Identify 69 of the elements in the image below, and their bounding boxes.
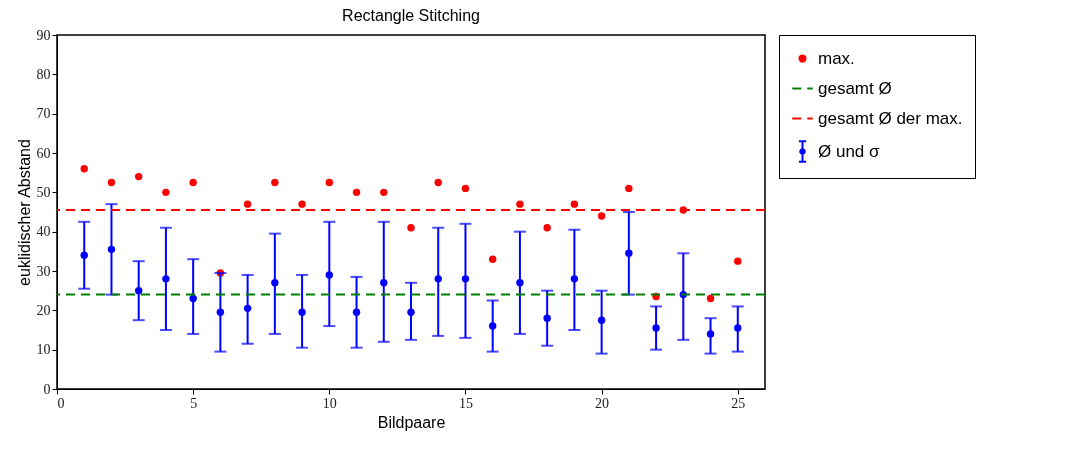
point — [352, 188, 361, 197]
point — [380, 279, 388, 287]
point — [706, 330, 715, 338]
point — [570, 275, 579, 283]
y-tick-label: 60 — [36, 145, 51, 161]
point — [134, 286, 143, 295]
y-tick-label: 40 — [36, 224, 51, 240]
x-tick-label: 5 — [190, 395, 198, 411]
point — [162, 188, 170, 197]
legend-label: max. — [818, 48, 855, 68]
point — [80, 165, 88, 173]
point — [298, 200, 306, 208]
point — [652, 324, 660, 332]
point — [516, 279, 524, 287]
point — [189, 178, 197, 187]
point — [597, 212, 606, 220]
x-tick-label: 0 — [57, 395, 65, 411]
point — [407, 308, 415, 316]
point — [461, 184, 470, 193]
point — [325, 178, 334, 187]
point — [434, 178, 442, 187]
y-axis-title: euklidischer Abstand — [15, 139, 33, 286]
point — [380, 188, 388, 197]
y-tick-label: 30 — [36, 263, 51, 279]
point — [488, 255, 497, 263]
y-tick-label: 80 — [36, 66, 51, 82]
point — [162, 275, 170, 283]
point — [434, 275, 442, 283]
y-tick-label: 50 — [36, 184, 51, 200]
y-tick-label: 0 — [43, 381, 51, 397]
x-tick-label: 10 — [322, 395, 337, 411]
legend-label: Ø und σ — [818, 141, 881, 161]
legend-label: gesamt Ø — [818, 78, 892, 98]
y-tick-label: 90 — [36, 27, 51, 43]
point — [516, 200, 524, 208]
point — [271, 178, 279, 187]
y-tick-label: 10 — [36, 342, 51, 358]
point — [706, 294, 715, 303]
x-tick-label: 20 — [595, 395, 610, 411]
point — [325, 271, 334, 279]
point — [352, 308, 361, 316]
y-tick-label: 70 — [36, 106, 51, 122]
point — [298, 308, 306, 316]
point — [543, 314, 551, 322]
legend-label: gesamt Ø der max. — [818, 108, 963, 128]
x-tick-label: 25 — [731, 395, 746, 411]
point — [243, 200, 252, 208]
point — [80, 251, 88, 259]
point — [570, 200, 579, 208]
point — [461, 275, 470, 283]
x-axis-title: Bildpaare — [377, 413, 446, 431]
point — [107, 245, 116, 254]
x-tick-label: 15 — [458, 395, 473, 411]
point — [543, 224, 551, 232]
point — [134, 172, 143, 181]
chart-title: Rectangle Stitching — [342, 7, 480, 24]
point — [734, 324, 742, 332]
point — [734, 257, 742, 265]
point — [488, 322, 497, 330]
point — [189, 294, 197, 303]
point — [625, 184, 633, 193]
point — [271, 279, 279, 287]
point — [407, 224, 415, 232]
point — [107, 178, 116, 187]
point — [243, 304, 252, 313]
point — [625, 249, 633, 257]
point — [597, 316, 606, 324]
point — [216, 308, 225, 316]
y-tick-label: 20 — [36, 302, 51, 318]
